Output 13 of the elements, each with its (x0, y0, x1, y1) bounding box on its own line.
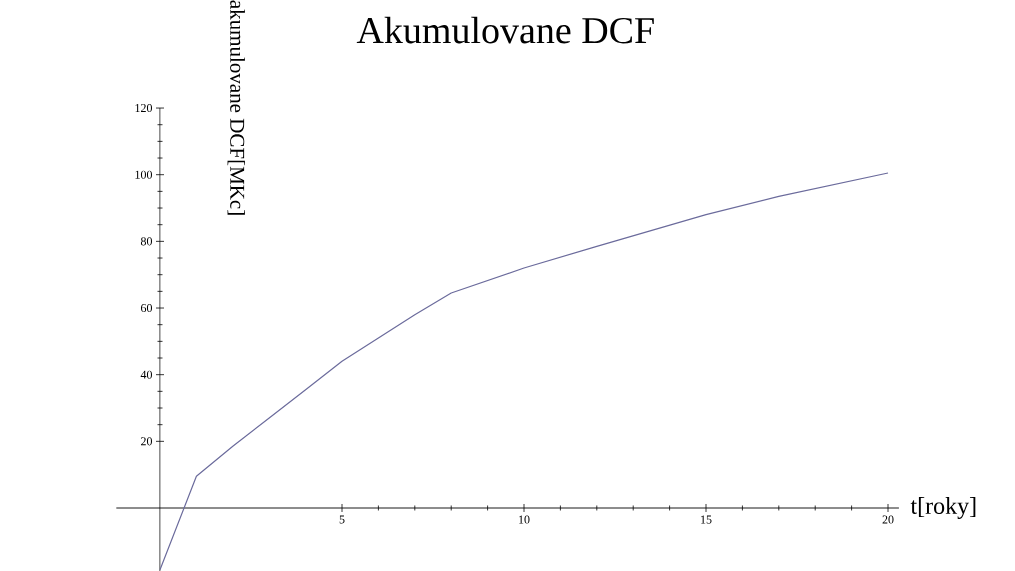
y-tick-label: 20 (141, 437, 153, 446)
x-tick-label: 5 (339, 515, 345, 524)
x-tick-label: 15 (701, 515, 712, 524)
x-tick-label: 20 (882, 515, 894, 524)
y-tick-label: 40 (140, 370, 153, 379)
chart-title: Akumulovane DCF (356, 16, 654, 44)
x-tick-label: 10 (519, 515, 530, 524)
y-tick-label: 80 (140, 237, 153, 246)
x-axis-title: t[roky] (910, 497, 976, 519)
y-axis-title: akumulovane DCF[MKc] (227, 0, 245, 215)
y-tick-label: 60 (140, 303, 153, 313)
y-tick-label: 120 (135, 103, 153, 113)
y-tick-label: 100 (135, 170, 153, 179)
